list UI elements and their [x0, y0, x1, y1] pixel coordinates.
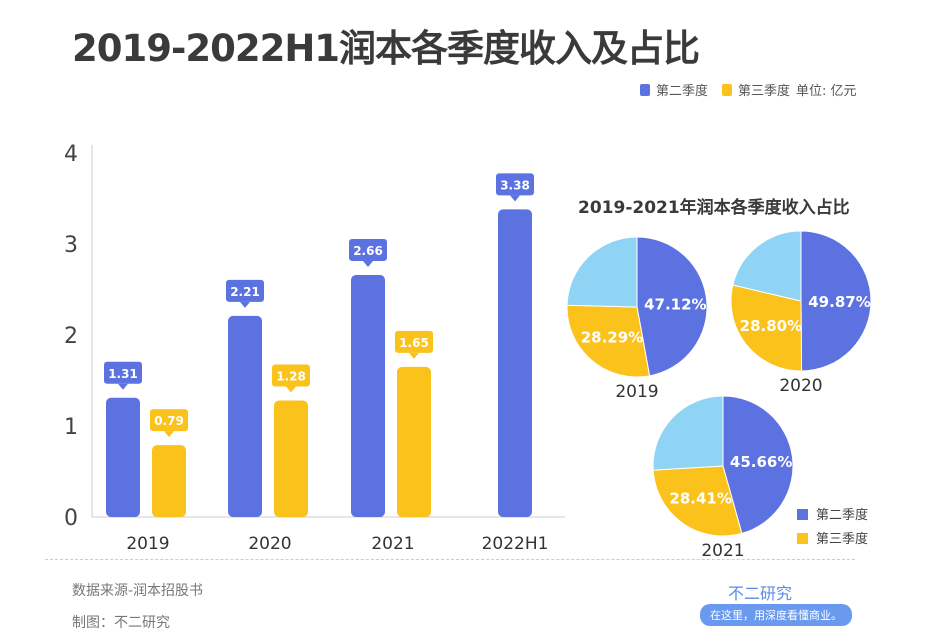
legend-label-q3: 第三季度 — [738, 84, 791, 99]
data-label: 1.28 — [276, 370, 306, 384]
data-label-pointer — [118, 383, 128, 390]
data-label: 2.21 — [230, 285, 260, 299]
y-tick-label: 4 — [64, 142, 78, 167]
data-label: 0.79 — [154, 414, 184, 428]
brand-logo: 不二研究 — [727, 584, 792, 603]
data-label-pointer — [240, 301, 250, 308]
divider — [45, 559, 855, 560]
data-label-pointer — [363, 260, 373, 267]
pie-year-label: 2021 — [701, 541, 744, 561]
x-tick-label: 2022H1 — [482, 534, 549, 554]
data-label-bg — [104, 361, 142, 384]
pie-slice-other — [566, 236, 638, 308]
x-tick-label: 2020 — [248, 534, 291, 554]
bar-q3 — [397, 366, 431, 517]
y-tick-label: 0 — [64, 506, 78, 531]
pie-legend-label: 第二季度 — [816, 507, 868, 523]
bar-q2 — [228, 315, 262, 517]
pie-slice-label: 45.66% — [730, 453, 792, 471]
bar-q2 — [498, 209, 532, 518]
data-label-pointer — [409, 352, 419, 359]
pie-slice-label: 28.80% — [740, 317, 802, 335]
bar-q3 — [274, 400, 308, 517]
pie-slice-q3 — [566, 304, 651, 378]
pie-slice-q3 — [652, 465, 743, 537]
data-label-pointer — [164, 431, 174, 438]
pie-legend-swatch — [797, 509, 808, 520]
data-label: 2.66 — [353, 244, 383, 258]
pie-slice-q3 — [730, 284, 803, 372]
pie-slice-other — [732, 230, 802, 302]
data-label: 1.65 — [399, 336, 429, 350]
x-tick-label: 2019 — [126, 534, 169, 554]
data-label-pointer — [510, 195, 520, 202]
maker-note: 制图：不二研究 — [72, 615, 170, 631]
pie-legend-swatch — [797, 533, 808, 544]
pie-slice-q2 — [636, 236, 708, 377]
legend-swatch-q3 — [722, 83, 733, 96]
pie-legend-label: 第三季度 — [816, 531, 868, 547]
source-note: 数据来源-润本招股书 — [72, 583, 204, 599]
pie-slice-label: 47.12% — [644, 296, 706, 314]
legend-swatch-q2 — [640, 83, 650, 96]
pie-year-label: 2020 — [779, 376, 822, 396]
data-label: 1.31 — [108, 367, 138, 381]
y-tick-label: 1 — [64, 415, 78, 440]
y-tick-label: 2 — [64, 324, 78, 349]
pie-slice-other — [652, 395, 724, 471]
pie-slice-q2 — [800, 230, 872, 372]
pie-slice-label: 49.87% — [808, 293, 870, 311]
pie-title: 2019-2021年润本各季度收入占比 — [578, 198, 850, 218]
data-label-bg — [395, 330, 433, 353]
bar-legend: 第二季度 第三季度 单位: 亿元 — [640, 80, 857, 99]
pie-slice-label: 28.29% — [581, 328, 643, 346]
x-tick-label: 2021 — [371, 534, 414, 554]
y-tick-label: 3 — [64, 233, 78, 258]
data-label-bg — [150, 409, 188, 432]
data-label: 3.38 — [500, 178, 530, 192]
pie-year-label: 2019 — [615, 382, 658, 402]
pie-slice-label: 28.41% — [669, 489, 731, 507]
unit-label: 单位: 亿元 — [796, 84, 857, 99]
legend-label-q2: 第二季度 — [656, 84, 709, 99]
bar-q2 — [106, 397, 140, 517]
bar-q2 — [351, 274, 385, 517]
data-label-bg — [272, 364, 310, 387]
data-label-bg — [496, 173, 534, 196]
data-label-pointer — [286, 386, 296, 393]
chart-title: 2019-2022H1润本各季度收入及占比 — [72, 27, 700, 70]
data-label-bg — [349, 238, 387, 261]
bar-q3 — [152, 445, 186, 517]
pie-slice-q2 — [722, 395, 794, 535]
data-label-bg — [226, 279, 264, 302]
brand-slogan: 在这里，用深度看懂商业。 — [700, 604, 852, 626]
